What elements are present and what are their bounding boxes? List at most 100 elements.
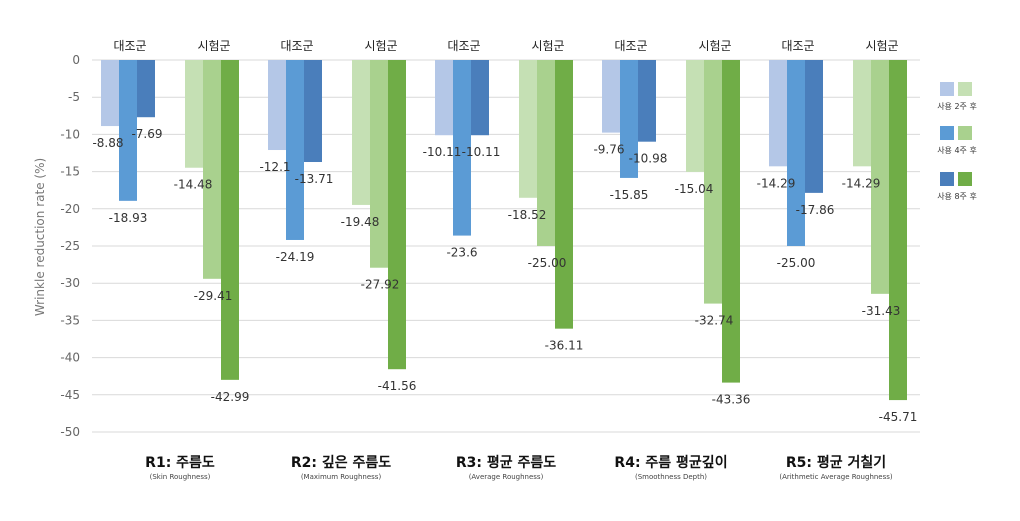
bar: [853, 60, 871, 167]
y-axis-label: Wrinkle reduction rate (%): [33, 158, 47, 316]
bar: [519, 60, 537, 198]
group-label-control: 대조군: [447, 39, 480, 53]
data-label: -12.1: [259, 160, 290, 174]
data-label: -31.43: [862, 304, 901, 318]
y-tick-label: -20: [60, 202, 80, 216]
data-labels: -8.88-18.93-7.69-14.48-29.41-42.99-12.1-…: [92, 127, 917, 424]
y-tick-label: -30: [60, 276, 80, 290]
data-label: -10.11: [423, 145, 462, 159]
data-label: -41.56: [378, 379, 417, 393]
group-label-control: 대조군: [614, 39, 647, 53]
bar: [119, 60, 137, 201]
legend-swatch-control: [940, 82, 954, 96]
legend-swatch-test: [958, 172, 972, 186]
bar: [537, 60, 555, 246]
bar: [805, 60, 823, 193]
bar: [638, 60, 656, 142]
group-label-test: 시험군: [197, 39, 230, 53]
bar: [769, 60, 787, 167]
legend-label: 사용 4주 후: [937, 146, 977, 155]
legend-label: 사용 8주 후: [937, 192, 977, 201]
bars: [101, 60, 907, 401]
category-sublabel: (Average Roughness): [469, 473, 544, 481]
bar: [388, 60, 406, 370]
data-label: -9.76: [593, 143, 624, 157]
group-label-control: 대조군: [781, 39, 814, 53]
bar: [101, 60, 119, 127]
bar: [352, 60, 370, 205]
group-labels: 대조군 시험군 대조군 시험군 대조군 시험군 대조군 시험군 대조군 시험군: [113, 39, 898, 53]
group-label-test: 시험군: [698, 39, 731, 53]
category-sublabel: (Maximum Roughness): [301, 473, 382, 481]
category-sublabel: (Skin Roughness): [150, 473, 211, 481]
data-label: -24.19: [276, 250, 315, 264]
bar: [203, 60, 221, 279]
y-tick-label: -40: [60, 351, 80, 365]
data-label: -15.04: [675, 182, 714, 196]
group-label-control: 대조군: [113, 39, 146, 53]
category-label: R4: 주름 평균깊이: [614, 454, 727, 471]
bar: [370, 60, 388, 268]
data-label: -45.71: [879, 410, 918, 424]
y-tick-label: -25: [60, 239, 80, 253]
legend-swatch-control: [940, 126, 954, 140]
data-label: -15.85: [610, 188, 649, 202]
data-label: -43.36: [712, 393, 751, 407]
data-label: -32.74: [695, 314, 734, 328]
data-label: -10.11: [462, 145, 501, 159]
bar: [221, 60, 239, 380]
y-tick-label: -15: [60, 165, 80, 179]
data-label: -14.29: [842, 176, 881, 190]
y-tick-label: -45: [60, 388, 80, 402]
data-label: -14.48: [174, 178, 213, 192]
data-label: -10.98: [629, 152, 668, 166]
data-label: -25.00: [777, 256, 816, 270]
data-label: -7.69: [131, 127, 162, 141]
data-label: -13.71: [295, 172, 334, 186]
data-label: -18.52: [508, 208, 547, 222]
bar: [137, 60, 155, 118]
bar: [602, 60, 620, 133]
data-label: -42.99: [211, 390, 250, 404]
bar: [889, 60, 907, 401]
category-labels: R1: 주름도 (Skin Roughness) R2: 깊은 주름도 (Maximu…: [145, 454, 893, 481]
y-tick-label: -50: [60, 425, 80, 439]
data-label: -29.41: [194, 289, 233, 303]
bar: [453, 60, 471, 236]
group-label-test: 시험군: [531, 39, 564, 53]
bar: [555, 60, 573, 329]
bar: [471, 60, 489, 136]
bar: [620, 60, 638, 178]
data-label: -25.00: [528, 256, 567, 270]
y-tick-label: -10: [60, 127, 80, 141]
group-label-test: 시험군: [364, 39, 397, 53]
bar: [435, 60, 453, 136]
bar: [722, 60, 740, 383]
category-label: R2: 깊은 주름도: [291, 454, 391, 471]
data-label: -23.6: [446, 246, 477, 260]
data-label: -19.48: [341, 215, 380, 229]
data-label: -14.29: [757, 176, 796, 190]
bar: [286, 60, 304, 240]
data-label: -18.93: [109, 211, 148, 225]
bar: [704, 60, 722, 304]
category-sublabel: (Arithmetic Average Roughness): [779, 473, 893, 481]
data-label: -17.86: [796, 203, 835, 217]
group-label-control: 대조군: [280, 39, 313, 53]
legend-swatch-control: [940, 172, 954, 186]
y-axis-ticks: 0 -5 -10 -15 -20 -25 -30 -35 -40 -45 -50: [60, 53, 80, 439]
data-label: -36.11: [545, 339, 584, 353]
category-label: R1: 주름도: [145, 455, 215, 471]
category-label: R3: 평균 주름도: [456, 454, 556, 471]
category-sublabel: (Smoothness Depth): [635, 473, 707, 481]
bar: [304, 60, 322, 163]
data-label: -8.88: [92, 136, 123, 150]
bar: [185, 60, 203, 168]
y-tick-label: -35: [60, 313, 80, 327]
legend: 사용 2주 후사용 4주 후사용 8주 후: [937, 82, 977, 201]
legend-swatch-test: [958, 126, 972, 140]
bar: [787, 60, 805, 246]
y-tick-label: 0: [72, 53, 80, 67]
bar: [686, 60, 704, 172]
